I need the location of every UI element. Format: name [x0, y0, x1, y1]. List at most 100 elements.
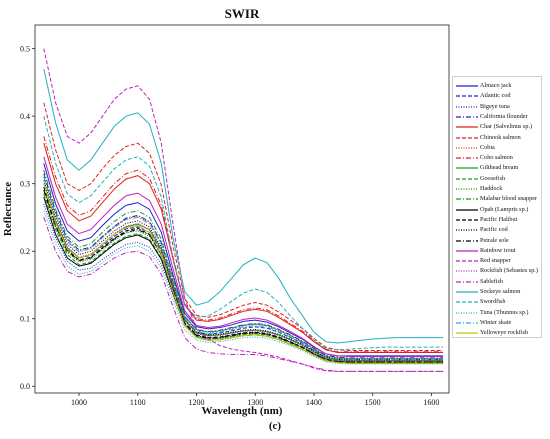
legend-label-2: Bigeye tuna: [480, 102, 510, 110]
series-line-19: [43, 217, 444, 372]
legend-label-20: Sockeye salmon: [480, 288, 521, 295]
y-tick-label-5: 0.5: [20, 45, 30, 54]
legend-label-1: Atlantic cod: [480, 92, 511, 100]
series-line-9: [43, 193, 444, 364]
legend-label-9: Goosefish: [480, 174, 506, 182]
legend-item-13: Pacific Halibut: [453, 215, 543, 225]
legend-item-3: California flounder: [453, 112, 543, 122]
legend-item-23: Winter skate: [453, 318, 543, 328]
series-layer: [43, 48, 444, 372]
legend-swatch-20: [456, 291, 478, 293]
legend-label-17: Red snapper: [480, 257, 511, 265]
y-tick-label-2: 0.2: [20, 247, 30, 256]
x-tick-label-3: 1300: [247, 398, 263, 407]
legend-label-13: Pacific Halibut: [480, 215, 518, 223]
legend-swatch-16: [456, 250, 478, 252]
legend-item-17: Red snapper: [453, 256, 543, 266]
legend-item-0: Almaco jack: [453, 81, 543, 91]
legend-label-14: Pacific cod: [480, 226, 508, 234]
y-tick-label-0: 0.0: [20, 382, 30, 391]
legend-swatch-4: [456, 126, 478, 128]
legend-label-8: Gilthead bream: [480, 164, 519, 172]
series-line-16: [43, 156, 444, 357]
series-line-3: [43, 173, 444, 359]
series-line-17: [43, 48, 444, 372]
legend-swatch-5: [456, 136, 478, 139]
legend-item-22: Tuna (Thunnus sp.): [453, 308, 543, 318]
legend-swatch-24: [456, 332, 478, 334]
legend-swatch-17: [456, 260, 478, 262]
legend-label-23: Winter skate: [480, 318, 512, 326]
legend-swatch-18: [456, 270, 478, 272]
legend-item-11: Malabar blood snapper: [453, 194, 543, 204]
legend-item-2: Bigeye tuna: [453, 102, 543, 112]
series-line-20: [43, 68, 444, 344]
legend-item-21: Swordfish: [453, 297, 543, 307]
legend-item-4: Char (Salvelinus sp.): [453, 122, 543, 132]
series-line-18: [43, 183, 444, 362]
legend-item-9: Goosefish: [453, 174, 543, 184]
x-tick-label-6: 1600: [423, 398, 439, 407]
x-tick-label-2: 1200: [188, 398, 204, 407]
legend-swatch-23: [456, 322, 478, 324]
legend-item-12: Opah (Lampris sp.): [453, 205, 543, 215]
legend-item-18: Rockfish (Sebastes sp.): [453, 266, 543, 276]
series-line-7: [43, 136, 444, 353]
legend-swatch-22: [456, 311, 478, 314]
legend-swatch-10: [456, 188, 478, 190]
y-tick-label-3: 0.3: [20, 180, 30, 189]
legend-item-14: Pacific cod: [453, 225, 543, 235]
x-axis-ticks: 1000 1100 1200 1300 1400 1500 1600: [71, 393, 439, 407]
legend-label-5: Chinook salmon: [480, 133, 521, 141]
legend-label-4: Char (Salvelinus sp.): [480, 123, 533, 131]
series-line-5: [43, 102, 444, 351]
legend-item-8: Gilthead bream: [453, 163, 543, 173]
series-line-23: [43, 176, 444, 360]
legend-swatch-13: [456, 219, 478, 221]
legend-swatch-7: [456, 157, 478, 159]
figure-caption: (c): [268, 420, 282, 432]
y-axis-ticks: 0.0 0.1 0.2 0.3 0.4 0.5: [20, 45, 35, 391]
legend-swatch-2: [456, 105, 478, 108]
plot-frame: [34, 24, 450, 394]
legend-item-15: Petrale sole: [453, 236, 543, 246]
legend-label-18: Rockfish (Sebastes sp.): [480, 267, 538, 275]
series-line-0: [43, 163, 444, 357]
x-tick-label-4: 1400: [306, 398, 322, 407]
chart-title: SWIR: [225, 6, 260, 21]
x-tick-label-0: 1000: [71, 398, 87, 407]
series-line-11: [43, 170, 444, 360]
legend-swatch-0: [456, 85, 478, 87]
y-axis-label: Reflectance: [2, 182, 14, 236]
legend-item-7: Coho salmon: [453, 153, 543, 163]
legend-swatch-1: [456, 95, 478, 97]
legend-label-11: Malabar blood snapper: [480, 195, 538, 203]
legend-label-16: Rainbow trout: [480, 246, 516, 254]
legend-item-1: Atlantic cod: [453, 91, 543, 101]
legend-item-10: Haddock: [453, 184, 543, 194]
series-line-14: [43, 180, 444, 361]
legend-label-19: Sablefish: [480, 277, 504, 285]
legend-swatch-15: [456, 239, 478, 242]
y-tick-label-1: 0.1: [20, 315, 30, 324]
series-line-24: [43, 183, 444, 364]
legend-swatch-14: [456, 229, 478, 231]
legend-item-19: Sablefish: [453, 277, 543, 287]
series-line-22: [43, 210, 444, 365]
legend-label-12: Opah (Lampris sp.): [480, 205, 529, 213]
legend-swatch-11: [456, 198, 478, 200]
legend-label-22: Tuna (Thunnus sp.): [480, 308, 529, 316]
legend-swatch-3: [456, 116, 478, 118]
legend-item-16: Rainbow trout: [453, 246, 543, 256]
legend-item-24: Yelloweye rockfish: [453, 328, 543, 338]
legend-swatch-9: [456, 178, 478, 180]
legend-swatch-12: [456, 208, 478, 211]
legend-label-15: Petrale sole: [480, 236, 509, 244]
series-line-1: [43, 183, 444, 360]
legend-item-6: Cobia: [453, 143, 543, 153]
x-tick-label-5: 1500: [365, 398, 381, 407]
chart-legend: Almaco jack Atlantic cod Bigeye tuna Califo…: [452, 76, 542, 338]
series-line-21: [43, 116, 444, 351]
legend-swatch-19: [456, 281, 478, 283]
